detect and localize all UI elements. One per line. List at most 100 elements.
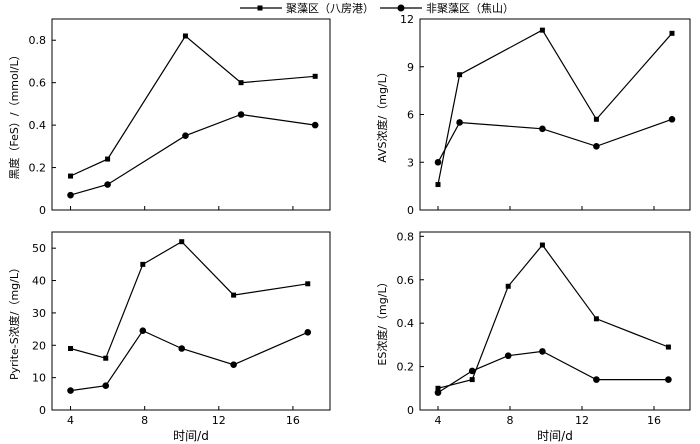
y-tick-label: 0 [407,204,414,217]
legend-entry-1: 非聚藻区（焦山） [380,2,514,15]
y-tick-label: 40 [32,275,46,288]
data-point [669,30,675,36]
y-tick-label: 0.2 [29,162,47,175]
data-point [539,27,545,33]
x-tick-label: 8 [507,414,514,427]
data-point [68,173,74,179]
data-point [505,283,511,289]
series-line-1 [437,118,673,163]
x-tick-label: 16 [286,414,300,427]
data-point [140,261,146,267]
x-axis-label: 时间/d [173,429,209,443]
y-axis-label: ES浓度/（mg/L） [375,276,389,365]
y-tick-label: 0.6 [29,77,47,90]
data-point [105,156,111,162]
data-point [68,346,74,352]
data-point [457,72,463,78]
series-line-1 [437,350,669,394]
data-point [434,389,442,396]
data-point [103,355,109,361]
data-point [182,132,189,140]
data-point [468,367,476,375]
legend-label-0: 聚藻区（八房港） [286,2,374,15]
y-tick-label: 0.8 [397,230,415,243]
data-point [67,191,74,199]
data-point [435,385,441,391]
y-tick-label: 30 [32,307,46,320]
series-line-0 [70,240,308,359]
data-point [469,377,475,383]
data-point [305,281,311,287]
series-line-0 [437,244,669,389]
data-point [67,387,74,394]
data-point [504,352,512,360]
data-point [231,292,237,298]
x-axis-label: 时间/d [537,429,573,443]
data-point [668,115,676,123]
data-point [435,182,441,188]
data-point [237,111,245,118]
x-tick-label: 12 [212,414,226,427]
data-point [456,119,463,126]
data-point [178,345,186,352]
y-tick-label: 0.6 [397,274,415,287]
series-line-0 [437,29,673,185]
data-point [238,80,244,86]
y-axis-label: AVS浓度/（mg/L） [375,66,389,163]
legend-label-1: 非聚藻区（焦山） [426,2,514,15]
chart-panel-0: 0 0.2 0.4 0.6 0.8 黑度（FeS）/（mmol/L） [7,18,331,217]
x-tick-label: 12 [575,414,589,427]
data-point [539,125,546,133]
y-tick-label: 10 [32,372,46,385]
y-axis-label: 黑度（FeS）/（mmol/L） [7,49,21,179]
data-point [434,158,442,166]
data-point [665,376,672,383]
chart-panel-1: 0 3 6 9 12 AVS浓度/（mg/L） [375,13,691,217]
chart-panel-2: 0 10 20 30 40 50 4 8 12 16 Pyrite-S浓度/（mg/L） 时间/d [7,231,331,443]
y-tick-label: 9 [407,61,414,74]
x-tick-label: 4 [435,414,442,427]
x-tick-label: 4 [67,414,74,427]
legend: 聚藻区（八房港） 非聚藻区（焦山） [240,2,514,15]
x-tick-label: 8 [141,414,148,427]
plot-frame [419,231,691,411]
data-point [539,348,546,355]
data-point [304,329,312,336]
y-tick-label: 20 [32,339,46,352]
series-line-0 [70,35,316,177]
y-tick-label: 0.4 [397,317,415,330]
chart-panel-3: 0 0.2 0.4 0.6 0.8 4 8 12 16 ES浓度/（mg/L） 时间/d [375,230,691,443]
data-point [182,33,188,39]
data-point [593,316,599,322]
y-tick-label: 3 [407,156,414,169]
series-line-1 [70,329,309,392]
y-tick-label: 0 [407,404,414,417]
y-tick-label: 12 [400,13,414,26]
y-tick-label: 50 [32,242,46,255]
chart-panels: 0 0.2 0.4 0.6 0.8 黑度（FeS）/（mmol/L） 0 3 6 9 12 AVS浓度… [7,13,691,443]
data-point [102,382,110,390]
plot-frame [51,231,331,411]
data-point [179,239,185,245]
data-point [312,73,318,79]
y-tick-label: 0.2 [397,361,415,374]
data-point [593,376,600,383]
x-tick-label: 16 [647,414,661,427]
data-point [311,121,319,129]
data-point [539,242,545,248]
data-point [139,327,147,335]
data-point [665,344,671,350]
data-point [593,143,600,150]
y-tick-label: 0 [39,404,46,417]
y-tick-label: 6 [407,109,414,122]
y-axis-label: Pyrite-S浓度/（mg/L） [7,262,21,380]
legend-entry-0: 聚藻区（八房港） [240,2,374,15]
y-tick-label: 0 [39,204,46,217]
data-point [230,361,237,368]
y-tick-label: 0.8 [29,34,47,47]
data-point [593,116,599,122]
plot-frame [51,18,331,211]
data-point [104,181,111,188]
legend-marker-1 [397,4,405,12]
